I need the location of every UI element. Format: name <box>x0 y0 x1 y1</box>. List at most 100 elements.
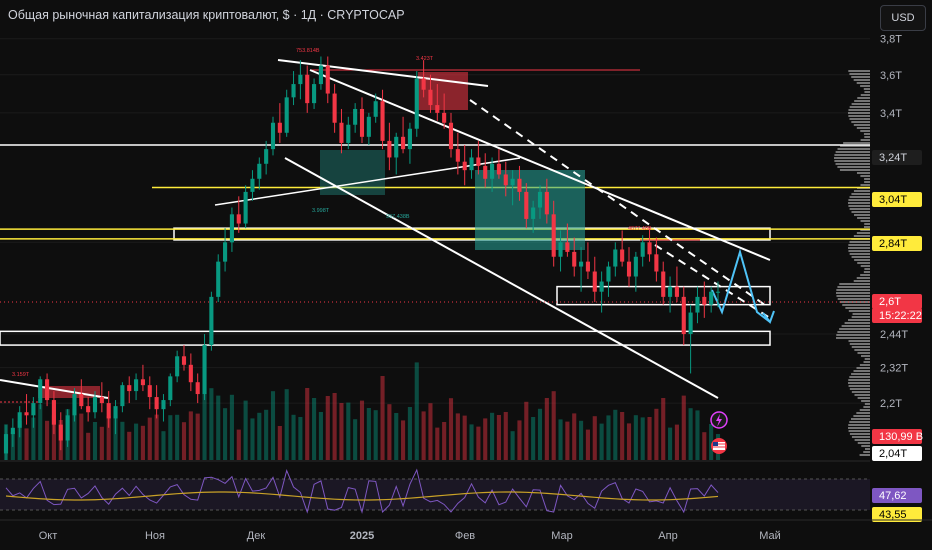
profile-bar <box>863 361 870 363</box>
price-annotation: 3.998T <box>312 208 330 214</box>
profile-bar <box>850 418 870 420</box>
profile-bar <box>835 151 870 153</box>
candle-body <box>647 242 652 255</box>
price-tag-bg <box>872 507 922 522</box>
profile-bar <box>836 337 870 339</box>
candle-body <box>469 157 474 171</box>
volume-bar <box>401 420 406 460</box>
profile-bar <box>860 229 870 231</box>
profile-bar <box>864 358 870 360</box>
candle-body <box>58 424 63 441</box>
candle-body <box>579 261 584 267</box>
candle-body <box>524 191 529 219</box>
profile-bar <box>857 352 870 354</box>
profile-bar <box>848 319 870 321</box>
profile-bar <box>864 403 870 405</box>
candle-body <box>353 108 358 125</box>
lightning-event-icon[interactable] <box>710 411 728 429</box>
candle-body <box>592 271 597 292</box>
candle-body <box>127 385 132 392</box>
profile-bar <box>856 127 870 129</box>
volume-bar <box>298 417 303 460</box>
candle-body <box>86 406 91 413</box>
profile-bar <box>842 304 870 306</box>
candle-body <box>99 397 104 404</box>
volume-bar <box>585 429 590 460</box>
candle-body <box>250 178 255 192</box>
profile-bar <box>857 262 870 264</box>
profile-bar <box>856 412 870 414</box>
candle-body <box>24 412 29 416</box>
volume-bar <box>407 407 412 460</box>
candle-body <box>298 74 303 85</box>
price-tag-bg <box>872 294 922 309</box>
profile-bar <box>837 148 870 150</box>
profile-bar <box>851 391 870 393</box>
candle-body <box>551 214 556 257</box>
price-annotation: 997.438B <box>386 214 410 220</box>
candle-body <box>654 254 659 272</box>
left-downtrend-line <box>0 379 109 399</box>
candle-body <box>202 345 207 395</box>
channel-upper-line <box>309 69 771 261</box>
volume-bar <box>448 398 454 460</box>
volume-bar <box>674 424 679 460</box>
profile-bar <box>844 322 870 324</box>
time-tick-label: Окт <box>39 530 58 542</box>
profile-bar <box>851 76 870 78</box>
candle-body <box>531 207 536 219</box>
candle-body <box>558 242 563 257</box>
price-annotation: 3.159T <box>12 372 30 378</box>
profile-bar <box>860 94 870 96</box>
candle-body <box>633 256 638 277</box>
candle-body <box>394 136 399 158</box>
volume-bar <box>503 412 508 460</box>
dashed-line-2 <box>654 244 771 319</box>
volume-bar <box>455 413 460 460</box>
time-axis: Окт Ноя Дек 2025 Фев Мар Апр Май <box>0 519 932 542</box>
volume-bar <box>154 414 159 460</box>
candle-body <box>688 312 693 335</box>
candle-body <box>10 427 15 435</box>
profile-bar <box>857 217 870 219</box>
volume-bar <box>270 391 276 460</box>
profile-bar <box>860 274 870 276</box>
candle-body <box>339 122 344 143</box>
profile-bar <box>849 118 870 120</box>
rising-line <box>214 157 521 206</box>
volume-bar <box>579 420 584 460</box>
profile-bar <box>849 433 870 435</box>
profile-bar <box>839 328 870 330</box>
volume-bars <box>3 362 721 460</box>
us-flag-event-icon[interactable] <box>711 438 727 454</box>
currency-button[interactable]: USD <box>880 5 926 31</box>
volume-bar <box>490 412 495 460</box>
candle-body <box>195 382 200 395</box>
candle-body <box>442 112 447 123</box>
profile-bar <box>848 205 870 207</box>
volume-bar <box>236 429 241 460</box>
profile-bar <box>853 124 870 126</box>
candle-body <box>38 379 43 404</box>
candle-body <box>435 105 440 113</box>
candle-body <box>17 412 22 428</box>
profile-bar <box>856 82 870 84</box>
price-axis-background <box>870 0 932 550</box>
candle-body <box>65 415 70 441</box>
candles <box>3 56 721 460</box>
profile-bar <box>864 268 870 270</box>
volume-bar <box>469 424 474 460</box>
candle-body <box>305 74 310 104</box>
volume-bar <box>51 415 56 460</box>
volume-bar <box>558 419 563 460</box>
volume-bar <box>421 411 426 460</box>
volume-bar <box>517 420 522 460</box>
profile-bar <box>834 157 870 159</box>
price-tag-bg <box>872 150 922 165</box>
volume-bar <box>661 398 666 460</box>
profile-bar <box>848 427 870 429</box>
green-measure-box-1 <box>320 150 385 195</box>
volume-bar <box>544 398 549 460</box>
volume-bar <box>524 401 529 460</box>
